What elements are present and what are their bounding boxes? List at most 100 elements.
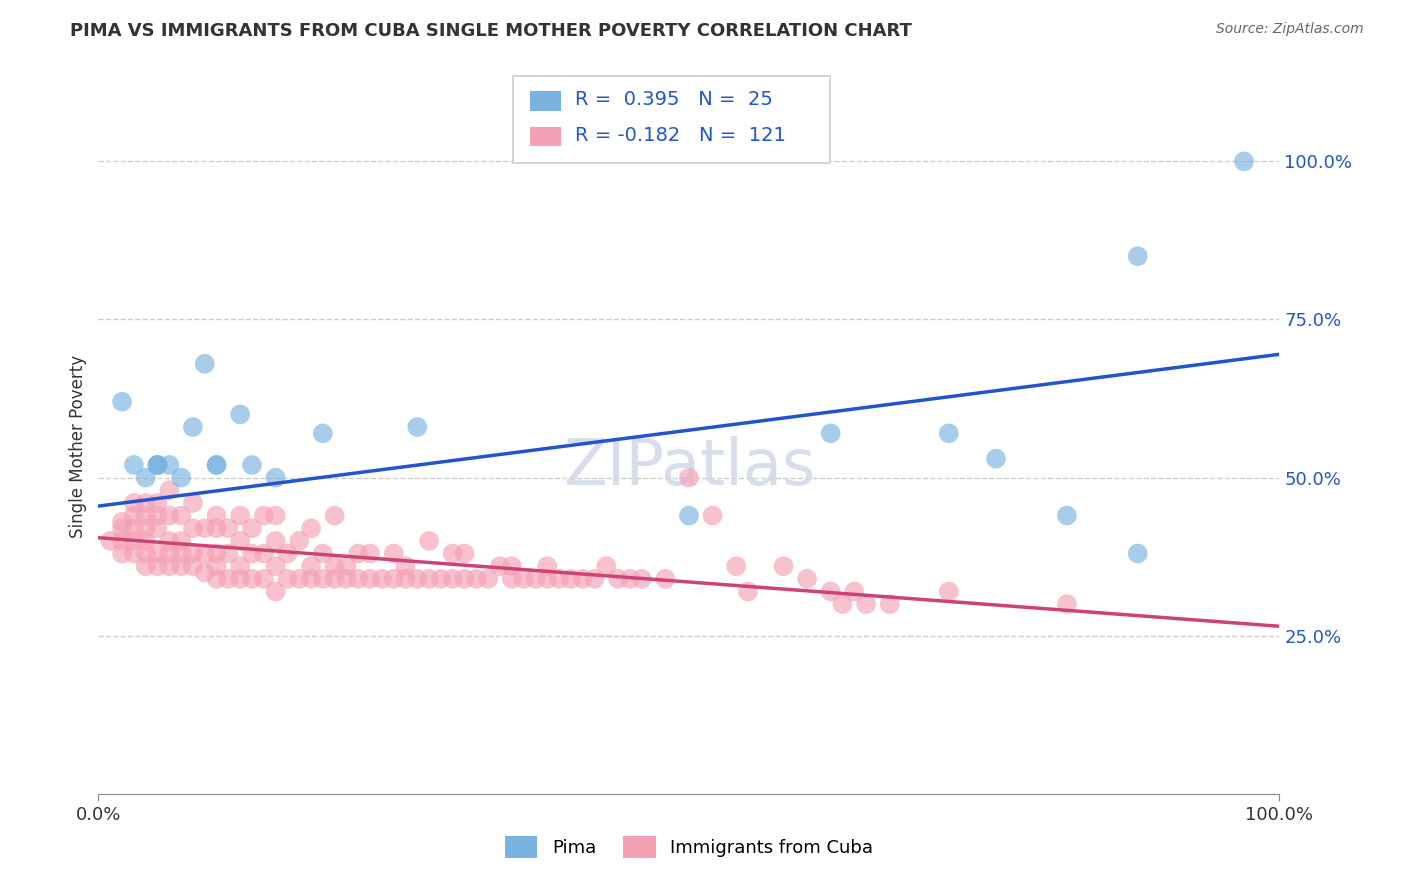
Point [524, 572, 547, 586]
Point [122, 496, 145, 510]
Point [607, 572, 630, 586]
Point [170, 547, 193, 561]
Point [170, 470, 193, 484]
Point [323, 508, 346, 523]
Point [217, 572, 239, 586]
Point [135, 559, 157, 574]
Point [288, 572, 311, 586]
Point [157, 547, 180, 561]
Point [264, 584, 287, 599]
Point [170, 533, 193, 548]
Point [240, 572, 263, 586]
Point [170, 559, 193, 574]
Point [938, 584, 960, 599]
Point [335, 559, 357, 574]
Point [359, 572, 381, 586]
Point [1126, 249, 1149, 263]
Text: ZIPatlas: ZIPatlas [562, 436, 815, 498]
Point [737, 584, 759, 599]
Point [984, 451, 1007, 466]
Point [122, 533, 145, 548]
Point [453, 547, 475, 561]
Point [288, 533, 311, 548]
Point [879, 597, 901, 611]
Point [548, 572, 571, 586]
Point [135, 496, 157, 510]
Point [229, 572, 252, 586]
Point [111, 521, 134, 535]
Point [938, 426, 960, 441]
Point [512, 572, 534, 586]
Point [1056, 597, 1078, 611]
Point [194, 547, 217, 561]
Point [111, 533, 134, 548]
Point [299, 572, 322, 586]
Point [299, 559, 322, 574]
Point [571, 572, 593, 586]
Point [501, 559, 523, 574]
Point [725, 559, 748, 574]
Point [157, 483, 180, 498]
Point [382, 547, 405, 561]
Point [157, 559, 180, 574]
Point [205, 572, 228, 586]
Legend: Pima, Immigrants from Cuba: Pima, Immigrants from Cuba [498, 829, 880, 865]
Point [122, 547, 145, 561]
Point [135, 533, 157, 548]
Point [678, 508, 700, 523]
Point [347, 547, 370, 561]
Point [146, 458, 169, 472]
Point [111, 547, 134, 561]
Point [229, 559, 252, 574]
Point [595, 559, 617, 574]
Point [371, 572, 394, 586]
Point [844, 584, 866, 599]
Point [229, 508, 252, 523]
Point [135, 470, 157, 484]
Point [111, 394, 134, 409]
Point [181, 420, 204, 434]
Point [135, 547, 157, 561]
Point [146, 496, 169, 510]
Point [205, 521, 228, 535]
Point [501, 572, 523, 586]
Point [194, 566, 217, 580]
Point [264, 559, 287, 574]
Text: R =  0.395   N =  25: R = 0.395 N = 25 [575, 90, 773, 110]
Point [441, 572, 464, 586]
Point [98, 533, 121, 548]
Point [406, 572, 429, 586]
Point [253, 572, 276, 586]
Point [146, 559, 169, 574]
Point [146, 458, 169, 472]
Point [194, 521, 217, 535]
Point [453, 572, 475, 586]
Point [205, 458, 228, 472]
Point [312, 547, 335, 561]
Point [157, 508, 180, 523]
Point [181, 496, 204, 510]
Point [229, 533, 252, 548]
Point [347, 572, 370, 586]
Point [276, 572, 298, 586]
Point [111, 515, 134, 529]
Point [194, 357, 217, 371]
Point [146, 508, 169, 523]
Point [264, 533, 287, 548]
Point [181, 559, 204, 574]
Point [276, 547, 298, 561]
Point [489, 559, 512, 574]
Point [205, 508, 228, 523]
Point [583, 572, 606, 586]
Point [135, 508, 157, 523]
Point [157, 533, 180, 548]
Point [831, 597, 853, 611]
Point [1233, 154, 1256, 169]
Point [229, 408, 252, 422]
Point [536, 572, 558, 586]
Point [181, 547, 204, 561]
Point [312, 572, 335, 586]
Point [1056, 508, 1078, 523]
Point [418, 533, 440, 548]
Point [430, 572, 453, 586]
